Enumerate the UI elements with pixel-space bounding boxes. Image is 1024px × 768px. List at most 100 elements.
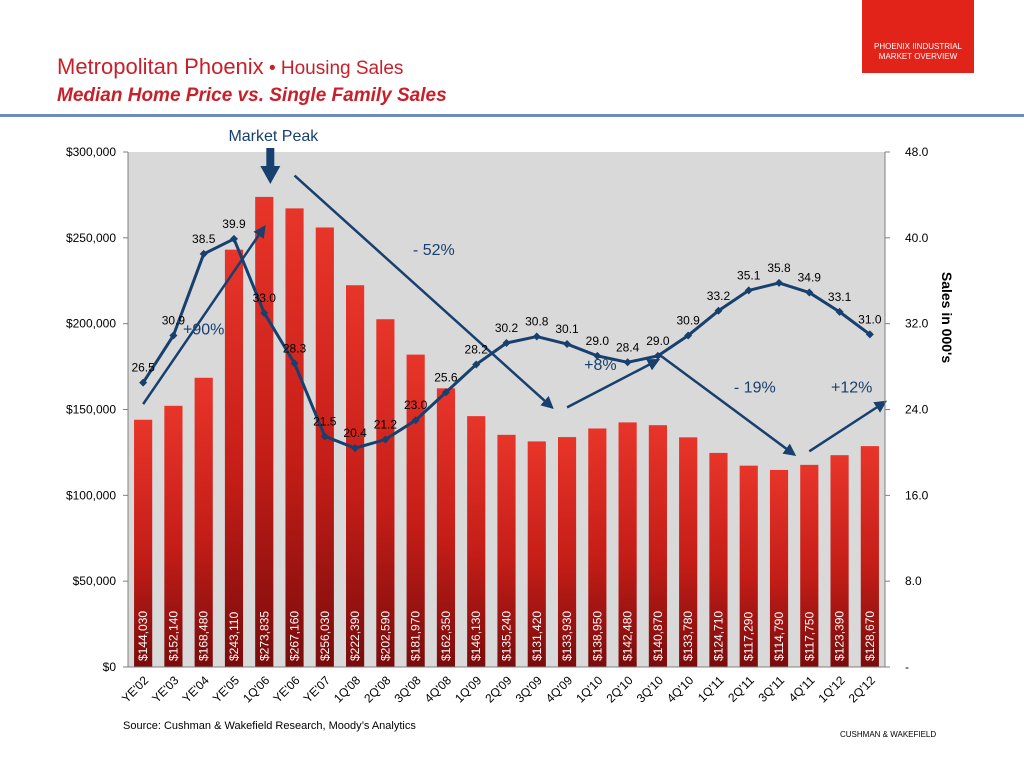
line-label-5: 28.3 — [283, 341, 307, 355]
line-point-22 — [805, 288, 814, 297]
line-point-11 — [472, 360, 481, 369]
bar-label-12: $135,240 — [500, 611, 514, 661]
line-label-7: 20.4 — [343, 426, 367, 440]
line-label-4: 33.0 — [253, 291, 277, 305]
bar-18 — [679, 437, 698, 667]
chart-subtitle: Median Home Price vs. Single Family Sale… — [57, 85, 447, 106]
line-label-13: 30.8 — [525, 315, 549, 329]
line-point-17 — [653, 351, 662, 360]
bar-1 — [164, 405, 183, 667]
x-tick-label-9: 3Q'08 — [391, 673, 424, 706]
trend-arrow-down-19 — [660, 354, 797, 457]
x-tick-label-18: 4Q'10 — [664, 673, 697, 706]
line-point-16 — [623, 358, 632, 367]
company-footer: CUSHMAN & WAKEFIELD — [840, 730, 937, 739]
left-tick-label-3: $150,000 — [66, 403, 116, 417]
title-main: Metropolitan Phoenix — [57, 54, 264, 79]
x-tick-label-8: 2Q'08 — [361, 673, 394, 706]
x-tick-label-0: YE'02 — [119, 673, 152, 706]
bar-label-20: $117,290 — [742, 612, 756, 661]
bar-10 — [436, 388, 456, 667]
bar-3 — [224, 249, 244, 667]
line-label-11: 28.2 — [465, 342, 489, 356]
line-point-6 — [320, 432, 329, 441]
bar-5 — [285, 208, 304, 667]
bar-4 — [255, 196, 274, 668]
line-point-15 — [593, 351, 602, 360]
line-point-2 — [199, 249, 208, 258]
line-label-19: 33.2 — [707, 289, 731, 303]
bar-label-10: $162,350 — [439, 611, 453, 661]
line-label-9: 23.0 — [404, 398, 428, 412]
x-tick-label-24: 2Q'12 — [846, 673, 879, 706]
line-label-24: 31.0 — [858, 312, 882, 326]
line-label-15: 29.0 — [586, 334, 610, 348]
x-tick-label-6: YE'07 — [301, 673, 334, 706]
bar-label-16: $142,480 — [621, 611, 635, 661]
line-label-22: 34.9 — [798, 271, 822, 285]
bar-label-5: $267,160 — [288, 611, 302, 661]
x-tick-label-16: 2Q'10 — [603, 673, 636, 706]
annotation-up-12: +12% — [831, 379, 872, 396]
annotation-up-8: +8% — [584, 357, 616, 374]
right-tick-label-6: 48.0 — [905, 145, 929, 159]
bar-12 — [497, 434, 516, 667]
market-peak-arrow-head — [260, 166, 281, 184]
annotation-down-52: - 52% — [413, 242, 455, 259]
x-tick-label-10: 4Q'08 — [422, 673, 455, 706]
bar-label-13: $131,420 — [530, 611, 544, 661]
line-label-1: 30.9 — [162, 313, 186, 327]
chart-title: Metropolitan Phoenix • Housing Sales — [57, 54, 403, 80]
line-point-5 — [290, 359, 299, 368]
bar-21 — [769, 469, 789, 667]
bar-label-7: $222,390 — [348, 611, 362, 661]
left-tick-label-0: $0 — [103, 660, 117, 674]
bar-14 — [557, 437, 577, 667]
line-point-12 — [502, 338, 511, 347]
x-tick-label-7: 1Q'08 — [331, 673, 364, 706]
line-point-23 — [835, 307, 844, 316]
bar-label-21: $114,790 — [772, 612, 786, 661]
bar-2 — [194, 377, 213, 667]
title-bullet: • Housing Sales — [263, 58, 404, 79]
line-label-20: 35.1 — [737, 268, 761, 282]
bar-label-4: $273,835 — [257, 611, 271, 661]
bar-label-1: $152,140 — [166, 611, 180, 661]
bar-label-6: $256,030 — [318, 611, 332, 661]
bar-19 — [709, 452, 728, 667]
right-tick-label-4: 32.0 — [905, 317, 929, 331]
bar-label-0: $144,030 — [136, 611, 150, 661]
x-tick-label-14: 4Q'09 — [543, 673, 576, 706]
line-point-13 — [532, 332, 541, 341]
line-point-21 — [775, 278, 784, 287]
header-rule — [0, 114, 1024, 117]
bar-label-11: $146,130 — [469, 611, 483, 661]
trend-arrow-up-12 — [808, 400, 888, 453]
line-point-3 — [229, 234, 238, 243]
bar-label-9: $181,970 — [409, 611, 423, 661]
line-point-19 — [714, 306, 723, 315]
line-point-4 — [260, 308, 269, 317]
market-peak-arrow-shaft — [266, 148, 275, 168]
x-tick-label-1: YE'03 — [149, 673, 182, 706]
line-label-18: 30.9 — [677, 313, 701, 327]
left-tick-label-2: $100,000 — [66, 488, 116, 502]
right-axis-title: Sales in 000's — [939, 272, 955, 363]
bar-22 — [800, 464, 819, 667]
bar-6 — [315, 227, 334, 668]
line-label-21: 35.8 — [767, 261, 791, 275]
annotation-up-90: +90% — [183, 321, 224, 338]
bar-7 — [346, 285, 365, 667]
x-tick-label-15: 1Q'10 — [573, 673, 606, 706]
bar-label-24: $128,670 — [863, 611, 877, 661]
bar-label-18: $133,780 — [681, 611, 695, 661]
bar-label-22: $117,750 — [802, 612, 816, 661]
market-peak-label: Market Peak — [228, 128, 319, 145]
line-point-1 — [169, 331, 178, 340]
right-tick-label-2: 16.0 — [905, 488, 929, 502]
line-label-0: 26.5 — [131, 361, 155, 375]
trend-arrow-up-8 — [566, 358, 661, 409]
bar-20 — [739, 465, 758, 667]
line-point-7 — [351, 444, 360, 453]
